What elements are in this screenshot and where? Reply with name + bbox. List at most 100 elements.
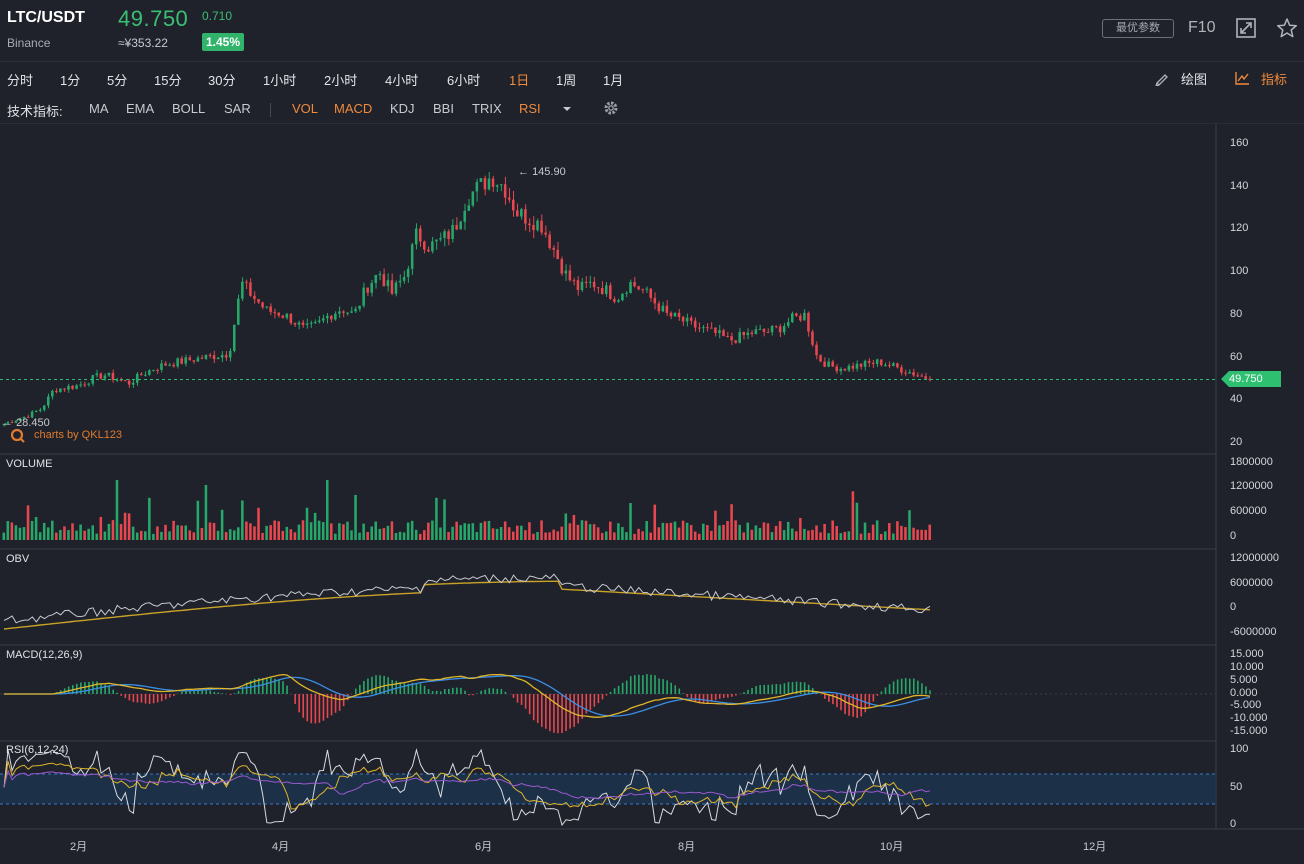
- symbol-name[interactable]: LTC/USDT: [7, 9, 85, 26]
- tf-15m[interactable]: 15分: [154, 73, 182, 88]
- candle-body: [358, 305, 361, 309]
- volume-bar: [265, 525, 268, 540]
- macd-histogram-bar: [832, 694, 834, 705]
- candle-body: [42, 405, 46, 410]
- macd-histogram-bar: [888, 684, 891, 694]
- price-chart[interactable]: [0, 124, 1304, 864]
- candle-body: [621, 293, 624, 301]
- price-tick: 60: [1230, 350, 1243, 363]
- pane-tick: 100: [1230, 743, 1249, 755]
- indicator-bbi[interactable]: BBI: [433, 101, 454, 116]
- tf-2h[interactable]: 2小时: [324, 73, 358, 88]
- pane-tick: -15.000: [1230, 725, 1268, 737]
- volume-bar: [867, 532, 871, 540]
- tf-1h[interactable]: 1小时: [263, 73, 297, 88]
- indicator-sar[interactable]: SAR: [224, 101, 251, 116]
- tf-4h[interactable]: 4小时: [385, 73, 419, 88]
- candle-body: [297, 322, 301, 325]
- indicator-rsi[interactable]: RSI: [519, 101, 541, 116]
- candle-body: [912, 372, 915, 376]
- star-icon[interactable]: [1276, 17, 1300, 41]
- tf-1m[interactable]: 1分: [60, 73, 81, 88]
- indicator-vol[interactable]: VOL: [292, 101, 319, 116]
- macd-histogram-bar: [524, 694, 527, 709]
- volume-bar: [871, 524, 875, 540]
- candle-body: [835, 366, 838, 372]
- indicator-trix[interactable]: TRIX: [472, 101, 502, 116]
- price-tick: 80: [1230, 307, 1243, 320]
- volume-bar: [75, 530, 78, 540]
- volume-bar: [293, 532, 297, 540]
- volume-bar: [342, 524, 345, 540]
- macd-histogram-bar: [698, 694, 701, 704]
- volume-bar: [774, 525, 778, 540]
- tf-5m[interactable]: 5分: [107, 73, 128, 88]
- volume-bar: [59, 529, 62, 540]
- volume-bar: [548, 532, 551, 540]
- volume-bar: [786, 521, 790, 540]
- macd-histogram-bar: [682, 693, 685, 694]
- candle-body: [67, 385, 70, 390]
- tf-1w[interactable]: 1周: [556, 73, 577, 88]
- volume-bar: [358, 532, 361, 540]
- x-tick-oct: 10月: [880, 841, 904, 853]
- volume-bar: [63, 526, 66, 540]
- tf-1d[interactable]: 1日: [509, 73, 530, 88]
- macd-histogram-bar: [237, 690, 240, 694]
- pane-tick: 10.000: [1230, 661, 1264, 673]
- macd-histogram-bar: [266, 677, 268, 694]
- candle-body: [354, 308, 357, 312]
- macd-histogram-bar: [108, 685, 110, 694]
- indicator-kdj[interactable]: KDJ: [390, 101, 415, 116]
- macd-histogram-bar: [650, 674, 652, 694]
- candle-body: [653, 297, 657, 304]
- volume-bar: [677, 527, 681, 540]
- macd-histogram-bar: [666, 680, 668, 694]
- gear-icon[interactable]: [602, 99, 620, 117]
- macd-histogram-bar: [638, 674, 640, 694]
- tf-30m[interactable]: 30分: [208, 73, 236, 88]
- macd-histogram-bar: [217, 692, 220, 694]
- macd-histogram-bar: [359, 684, 361, 694]
- f10-button[interactable]: F10: [1188, 19, 1216, 36]
- draw-button[interactable]: 绘图: [1181, 72, 1208, 87]
- candle-body: [269, 306, 272, 312]
- macd-histogram-bar: [156, 694, 159, 703]
- candle-body: [479, 178, 483, 182]
- volume-bar: [859, 533, 863, 540]
- candle-body: [584, 281, 588, 283]
- volume-bar: [726, 521, 729, 540]
- macd-histogram-bar: [634, 675, 636, 694]
- volume-bar: [46, 527, 50, 540]
- macd-histogram-bar: [840, 694, 842, 711]
- tf-fenshi[interactable]: 分时: [7, 73, 34, 88]
- candle-body: [924, 376, 927, 379]
- volume-bar: [144, 531, 147, 540]
- indicator-ema[interactable]: EMA: [126, 101, 155, 116]
- indicator-ma[interactable]: MA: [89, 101, 109, 116]
- volume-bar: [431, 520, 434, 540]
- caret-down-icon[interactable]: [562, 105, 572, 113]
- macd-histogram-bar: [282, 681, 284, 694]
- price-tick: 20: [1230, 436, 1243, 448]
- macd-histogram-bar: [363, 680, 365, 694]
- volume-bar: [18, 527, 22, 540]
- macd-histogram-bar: [488, 688, 491, 694]
- volume-bar: [14, 525, 18, 540]
- tf-6h[interactable]: 6小时: [447, 73, 481, 88]
- volume-bar: [540, 520, 543, 540]
- volume-bar: [693, 531, 697, 540]
- indicator-button[interactable]: 指标: [1261, 72, 1288, 87]
- candle-body: [528, 223, 531, 226]
- tf-1mo[interactable]: 1月: [603, 73, 624, 88]
- candle-body: [232, 324, 236, 351]
- volume-bar: [641, 531, 644, 540]
- indicator-boll[interactable]: BOLL: [172, 101, 206, 116]
- volume-bar: [334, 533, 337, 540]
- macd-histogram-bar: [164, 694, 167, 700]
- best-params-button[interactable]: 最优参数: [1102, 19, 1174, 38]
- expand-icon[interactable]: [1235, 17, 1259, 41]
- indicator-macd[interactable]: MACD: [334, 101, 373, 116]
- volume-bar: [653, 504, 657, 540]
- candle-body: [689, 317, 693, 321]
